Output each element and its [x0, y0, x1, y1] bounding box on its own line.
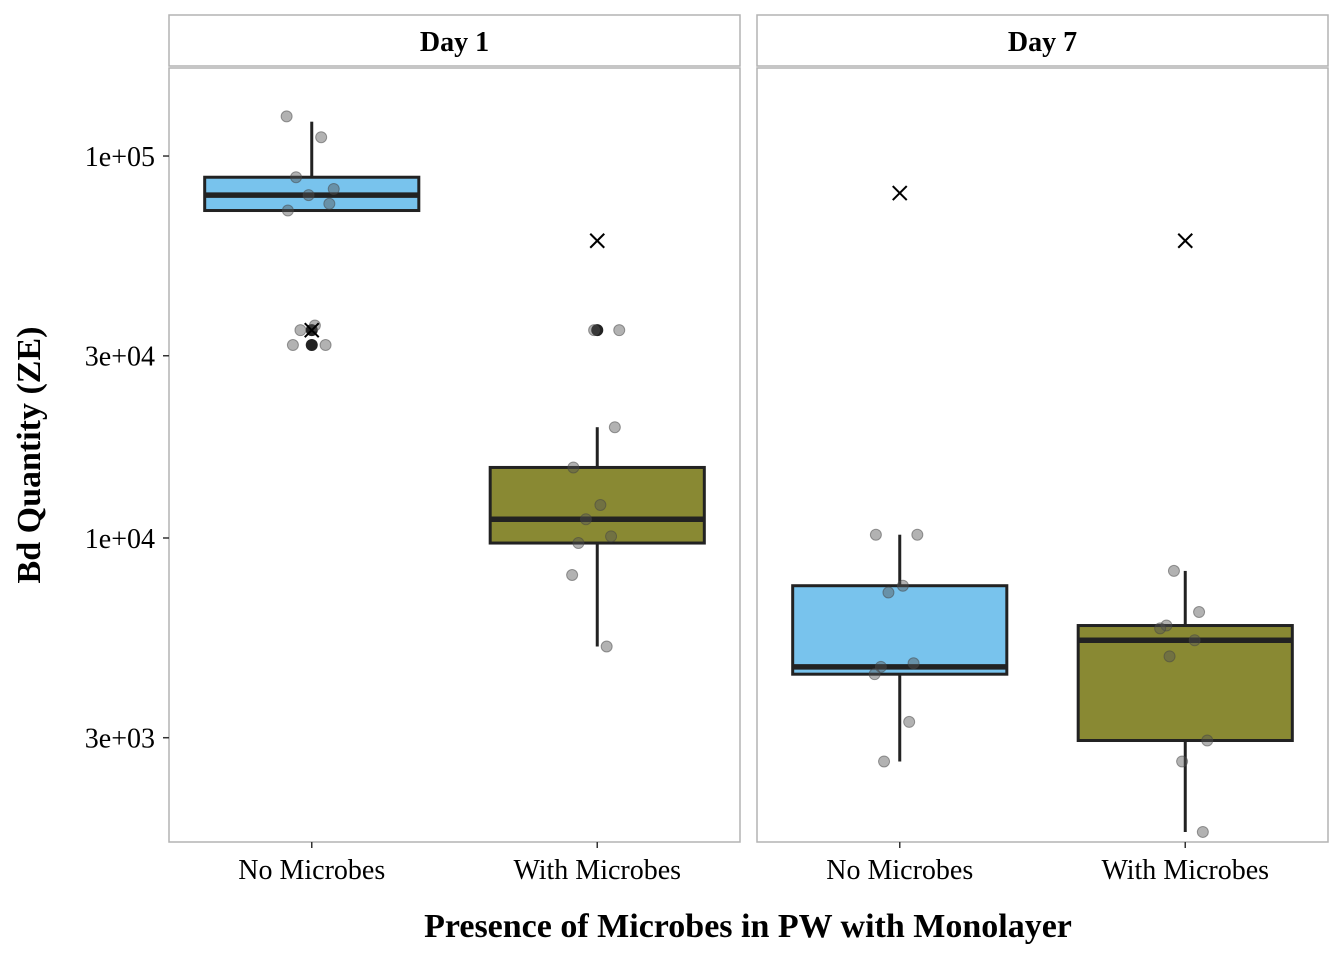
jitter-point [281, 204, 294, 217]
jitter-point [1188, 634, 1201, 647]
y-axis: 3e+03 1e+04 3e+04 1e+05 [85, 142, 169, 755]
jitter-point [911, 528, 924, 541]
jitter-point [868, 668, 881, 681]
jitter-point [286, 339, 299, 352]
jitter-point [1196, 825, 1209, 838]
box-iqr [488, 465, 706, 545]
facet-panels: Day 1 No Microbes With Microbes Day 7 No Mic… [168, 14, 1329, 886]
box-iqr [791, 584, 1009, 676]
x-tick-label: With Microbes [513, 855, 681, 886]
x-tick-label: No Microbes [238, 855, 385, 886]
jitter-point [1163, 650, 1176, 663]
x-axis-title: Presence of Microbes in PW with Monolaye… [424, 908, 1072, 945]
jitter-point [903, 715, 916, 728]
mean-marker [1177, 233, 1193, 249]
mean-marker [589, 233, 605, 249]
jitter-point [315, 131, 328, 144]
facet-label: Day 7 [1008, 27, 1077, 58]
jitter-point [896, 579, 909, 592]
jitter-point [319, 339, 332, 352]
jitter-point [588, 324, 601, 337]
box-iqr [1076, 624, 1294, 743]
facet-panel: Day 7 No Microbes With Microbes [756, 14, 1329, 886]
jitter-point [882, 586, 895, 599]
jitter-point [567, 461, 580, 474]
y-tick-label: 3e+04 [85, 342, 155, 373]
jitter-point [608, 421, 621, 434]
jitter-point [327, 182, 340, 195]
outlier-point [305, 339, 318, 352]
facet-label: Day 1 [420, 27, 489, 58]
jitter-point [280, 110, 293, 123]
y-tick-label: 1e+05 [85, 142, 155, 173]
jitter-point [1193, 606, 1206, 619]
jitter-point [613, 324, 626, 337]
mean-marker [304, 322, 320, 338]
box-group [791, 185, 1009, 768]
box-group [1076, 233, 1294, 838]
y-axis-title: Bd Quantity (ZE) [11, 327, 48, 584]
jitter-point [294, 324, 307, 337]
jitter-point [1167, 564, 1180, 577]
facet-strip [756, 14, 1329, 67]
box-group [488, 233, 706, 653]
jitter-point [605, 530, 618, 543]
jitter-point [594, 499, 607, 512]
jitter-point [579, 513, 592, 526]
x-tick-label: No Microbes [826, 855, 973, 886]
box-group [203, 110, 421, 352]
facet-panel: Day 1 No Microbes With Microbes [168, 14, 741, 886]
y-tick-label: 1e+04 [85, 524, 155, 555]
facet-strip [168, 14, 741, 67]
jitter-point [1201, 734, 1214, 747]
jitter-point [1176, 755, 1189, 768]
jitter-point [1160, 619, 1173, 632]
mean-marker [892, 185, 908, 201]
jitter-point [1154, 622, 1167, 635]
x-tick-label: With Microbes [1101, 855, 1269, 886]
jitter-point [566, 569, 579, 582]
jitter-point [302, 189, 315, 202]
jitter-point [572, 537, 585, 550]
jitter-point [323, 197, 336, 210]
outlier-point [591, 324, 604, 337]
jitter-point [878, 755, 891, 768]
jitter-point [308, 319, 321, 332]
y-tick-label: 3e+03 [85, 724, 155, 755]
jitter-point [290, 171, 303, 184]
jitter-point [869, 528, 882, 541]
jitter-point [600, 640, 613, 653]
jitter-point [907, 657, 920, 670]
